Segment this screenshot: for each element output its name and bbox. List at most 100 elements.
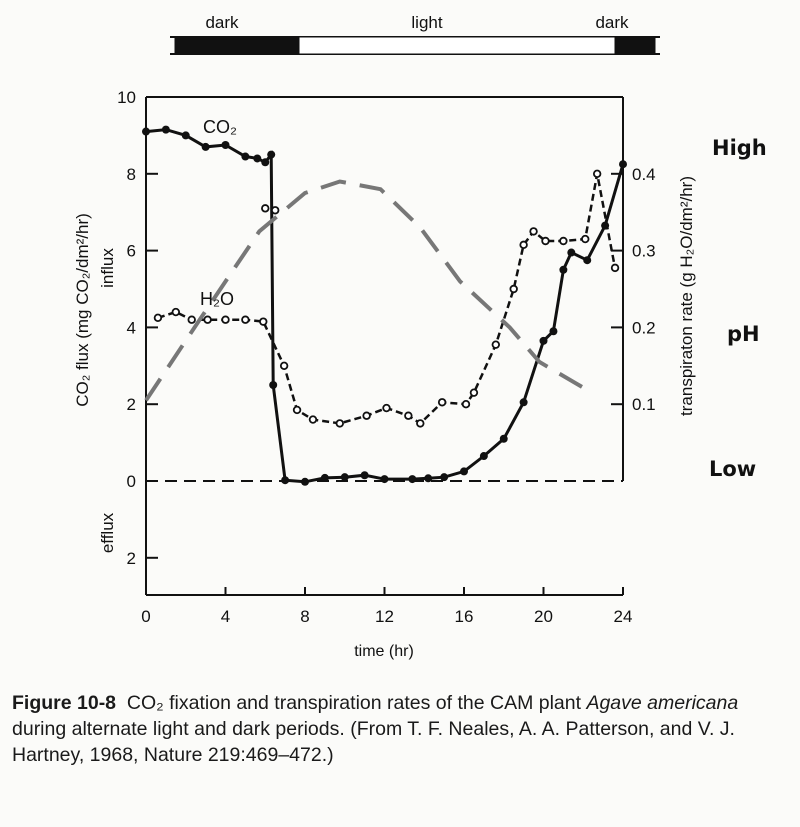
y2-axis-title: transpiraton rate (g H₂O/dm²/hr) xyxy=(677,176,696,416)
co2-point xyxy=(201,142,210,151)
caption-species: Agave americana xyxy=(586,692,739,714)
axes xyxy=(145,96,624,596)
y-tick-label: 4 xyxy=(127,318,136,337)
h2o-point xyxy=(416,419,425,428)
caption-text-2: during alternate light and dark periods.… xyxy=(12,718,735,766)
x-tick-label: 24 xyxy=(614,607,633,626)
co2-point xyxy=(261,158,270,167)
h2o-point xyxy=(261,204,270,213)
y2-tick-label: 0.4 xyxy=(632,165,656,184)
y2-tick-label: 0.1 xyxy=(632,395,656,414)
h2o-point xyxy=(469,388,479,397)
h2o-point xyxy=(461,400,471,409)
influx-label: influx xyxy=(98,248,117,288)
h2o-point xyxy=(171,307,181,317)
h2o-point xyxy=(187,315,196,324)
h2o-point xyxy=(241,315,250,324)
ph-low-label: Low xyxy=(709,457,757,481)
cam-chart: dark light dark 0 4 8 12 16 20 24108642020.40.30… xyxy=(73,13,696,660)
photoperiod-label-light: light xyxy=(411,13,442,32)
x-tick-label: 12 xyxy=(375,607,394,626)
efflux-label: efflux xyxy=(98,512,117,553)
y-tick-label: 2 xyxy=(127,395,136,414)
co2-point xyxy=(519,398,528,407)
co2-point xyxy=(161,125,170,134)
y-axis-title: CO₂ flux (mg CO₂/dm²/hr) xyxy=(73,213,92,407)
co2-point xyxy=(320,473,329,482)
h2o-point xyxy=(292,405,302,415)
h2o-point xyxy=(153,313,163,322)
ph-high-label: High xyxy=(712,136,767,160)
co2-point xyxy=(460,467,468,476)
h2o-point xyxy=(541,236,550,246)
co2-point xyxy=(241,152,250,161)
caption-label: Figure 10-8 xyxy=(12,692,117,714)
series-layer xyxy=(142,125,627,486)
co2-point xyxy=(424,474,433,483)
photoperiod-label-dark: dark xyxy=(595,13,629,32)
h2o-point xyxy=(308,415,318,424)
h2o-point xyxy=(259,317,268,326)
x-tick-label: 4 xyxy=(221,607,230,626)
h2o-point xyxy=(509,284,518,294)
h2o-point xyxy=(610,263,620,273)
x-tick-label: 0 xyxy=(141,607,150,626)
photoperiod-segment-dark xyxy=(614,36,656,55)
y2-tick-label: 0.2 xyxy=(632,318,656,337)
y-tick-label: 2 xyxy=(127,549,136,568)
photoperiod-label-dark: dark xyxy=(205,13,239,32)
photoperiod-segment-dark xyxy=(174,36,300,55)
h2o-point xyxy=(335,419,344,428)
co2-point xyxy=(340,473,349,482)
y-tick-label: 8 xyxy=(127,165,136,184)
x-tick-label: 8 xyxy=(300,607,309,626)
co2-point xyxy=(559,265,568,274)
co2-point xyxy=(408,475,417,484)
h2o-point xyxy=(203,315,212,324)
ph-axis-label: pH xyxy=(727,322,760,346)
co2-series-label: CO₂ xyxy=(203,117,237,137)
co2-point xyxy=(549,327,558,336)
co2-point xyxy=(380,475,389,484)
x-axis-title: time (hr) xyxy=(354,643,414,660)
photoperiod-segment-light xyxy=(298,36,616,55)
h2o-point xyxy=(404,411,413,420)
co2-point xyxy=(567,248,576,257)
h2o-point xyxy=(437,398,447,407)
figure-caption: Figure 10-8 CO₂ fixation and transpirati… xyxy=(12,690,772,768)
h2o-point xyxy=(519,240,528,250)
y-tick-label: 10 xyxy=(117,88,136,107)
y-tick-label: 6 xyxy=(127,242,136,261)
caption-text-1: CO₂ fixation and transpiration rates of … xyxy=(126,692,582,714)
h2o-point xyxy=(279,361,289,370)
co2-point xyxy=(269,381,278,389)
co2-point xyxy=(281,476,290,485)
ph-curve xyxy=(144,179,587,402)
y-tick-label: 0 xyxy=(127,472,136,491)
co2-point xyxy=(619,160,627,169)
co2-point xyxy=(142,127,150,136)
h2o-point xyxy=(529,227,538,236)
co2-point xyxy=(440,473,449,482)
co2-point xyxy=(360,471,369,480)
h2o-point xyxy=(592,169,602,178)
co2-point xyxy=(499,434,508,443)
h2o-point xyxy=(581,234,590,244)
co2-point xyxy=(181,131,190,140)
x-tick-label: 20 xyxy=(534,607,553,626)
h2o-point xyxy=(382,403,391,413)
co2-point xyxy=(539,336,548,345)
co2-point xyxy=(267,150,276,159)
co2-point xyxy=(583,256,592,265)
h2o-point xyxy=(559,236,568,246)
h2o-point xyxy=(270,206,280,215)
co2-point xyxy=(221,141,230,149)
x-tick-label: 16 xyxy=(455,607,474,626)
co2-point xyxy=(301,477,309,486)
h2o-series-label: H₂O xyxy=(200,289,234,309)
photoperiod-bar: dark light dark xyxy=(170,13,660,55)
h2o-point xyxy=(362,411,371,420)
y2-tick-label: 0.3 xyxy=(632,242,656,261)
h2o-point xyxy=(491,340,500,349)
